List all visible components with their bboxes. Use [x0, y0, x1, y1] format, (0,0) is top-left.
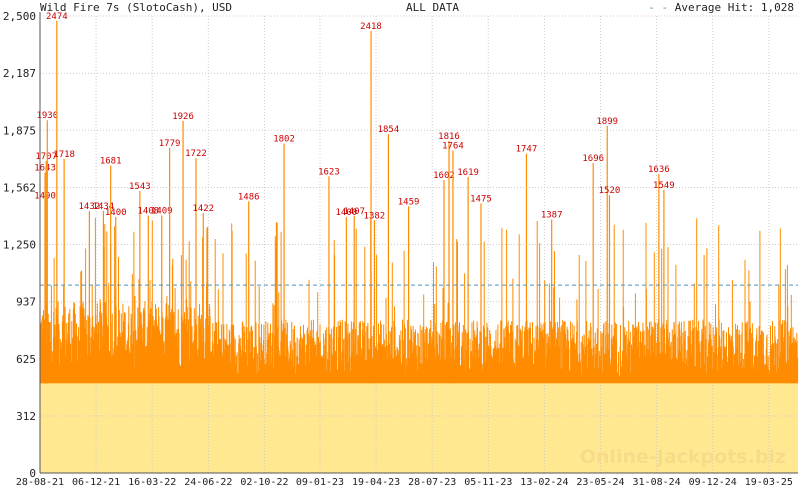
base-fill-area [40, 383, 798, 473]
peak-label: 1400 [335, 208, 357, 218]
peak-label: 1764 [442, 142, 464, 152]
peak-label: 1382 [364, 211, 386, 221]
peak-label: 1718 [53, 150, 75, 160]
y-tick-label: 1,250 [3, 239, 36, 252]
peak-label: 1707 [35, 152, 57, 162]
peak-label: 1602 [433, 171, 455, 181]
average-legend-line: - - [648, 1, 675, 14]
x-tick-label: 23-05-24 [576, 477, 624, 488]
peak-label: 1459 [398, 197, 420, 207]
peak-label: 1930 [36, 111, 58, 121]
y-tick-label: 2,500 [3, 10, 36, 23]
x-tick-label: 19-04-23 [352, 477, 400, 488]
range-label: ALL DATA [406, 1, 459, 14]
peak-label: 1407 [343, 207, 365, 217]
peak-label: 1475 [470, 194, 492, 204]
peak-label: 1779 [159, 139, 181, 149]
peak-label: 1802 [273, 135, 295, 145]
peak-label: 1926 [172, 112, 194, 122]
x-tick-label: 05-11-23 [464, 477, 512, 488]
x-tick-label: 09-01-23 [296, 477, 344, 488]
peak-label: 1681 [100, 157, 122, 167]
peak-label: 2418 [360, 22, 382, 32]
peak-label: 1722 [185, 149, 207, 159]
peak-label: 1486 [238, 192, 260, 202]
y-tick-label: 1,562 [3, 181, 36, 194]
y-tick-label: 625 [16, 353, 36, 366]
peak-label: 1434 [93, 202, 115, 212]
x-tick-label: 13-02-24 [520, 477, 568, 488]
peak-label: 2474 [46, 12, 68, 22]
x-tick-label: 02-10-22 [240, 477, 288, 488]
x-tick-label: 19-03-25 [745, 477, 793, 488]
peak-label: 1747 [516, 145, 538, 155]
y-tick-label: 1,875 [3, 124, 36, 137]
peak-label: 1409 [151, 206, 173, 216]
x-tick-label: 24-06-22 [184, 477, 232, 488]
x-tick-label: 06-12-21 [72, 477, 120, 488]
x-tick-label: 16-03-22 [128, 477, 176, 488]
peak-label: 1422 [192, 204, 214, 214]
peak-label: 1520 [599, 186, 621, 196]
x-tick-label: 09-12-24 [689, 477, 737, 488]
x-tick-label: 28-08-21 [16, 477, 64, 488]
peak-label: 1549 [653, 181, 675, 191]
peak-label: 1543 [129, 182, 151, 192]
y-tick-label: 312 [16, 410, 36, 423]
chart-title: Wild Fire 7s (SlotoCash), USD [40, 1, 233, 14]
peak-label: 1643 [34, 164, 56, 174]
y-tick-label: 937 [16, 296, 36, 309]
peak-label: 1619 [457, 168, 479, 178]
watermark-logo: Online-Jackpots.biz [579, 446, 786, 468]
x-tick-label: 31-08-24 [633, 477, 681, 488]
peak-label: 1387 [541, 210, 563, 220]
peak-label: 1623 [318, 167, 340, 177]
peak-label: 1400 [105, 208, 127, 218]
peak-label: 1899 [596, 117, 618, 127]
peak-label: 1636 [648, 165, 670, 175]
y-tick-label: 2,187 [3, 67, 36, 80]
peak-label: 1854 [378, 125, 400, 135]
peak-label: 1432 [79, 202, 101, 212]
x-tick-label: 28-07-23 [408, 477, 456, 488]
y-tick-label: 0 [29, 467, 36, 480]
peak-label: 1696 [582, 154, 604, 164]
average-legend-label: Average Hit: 1,028 [674, 1, 794, 14]
average-legend: - - Average Hit: 1,028 [648, 1, 794, 14]
peak-label: 1408 [137, 207, 159, 217]
peak-label: 1816 [438, 132, 460, 142]
